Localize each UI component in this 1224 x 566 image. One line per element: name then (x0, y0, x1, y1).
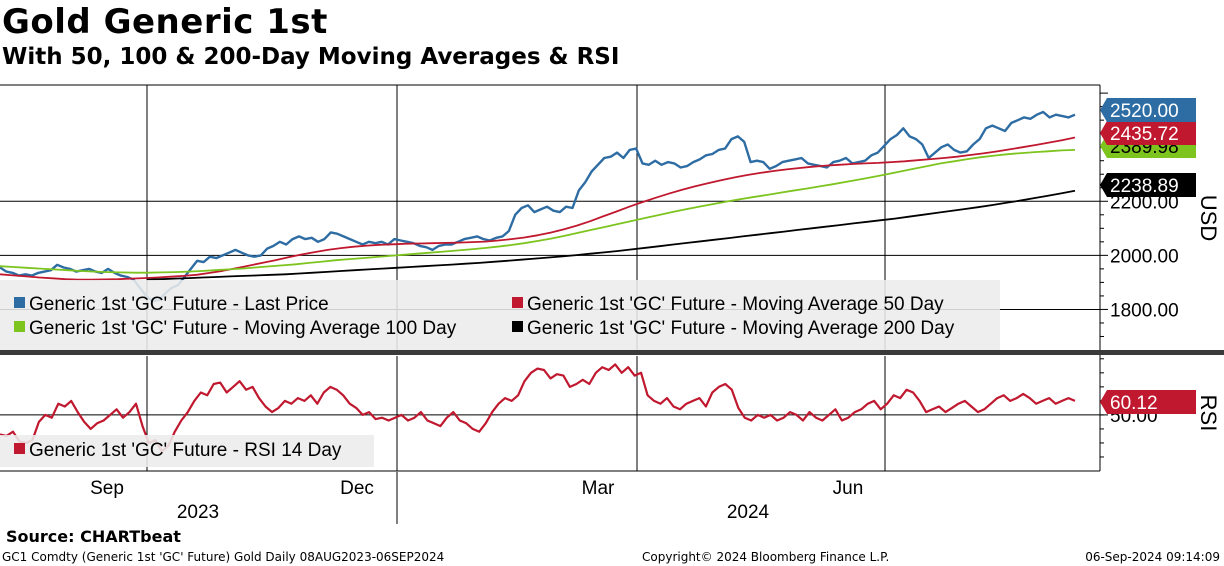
legend-swatch-price (14, 297, 25, 308)
callout-ma50: 2435.72 (1100, 121, 1196, 145)
legend-swatch-ma100 (14, 321, 25, 332)
callout-ma200-bg (1100, 173, 1196, 197)
source-text: Source: CHARTbeat (6, 527, 181, 546)
x-year-label: 2023 (177, 502, 219, 523)
callout-ma50-bg (1100, 121, 1196, 145)
x-month-label: Jun (833, 478, 864, 499)
legend-swatch-rsi (14, 443, 25, 454)
x-year-label: 2024 (727, 502, 770, 523)
legend-label-ma200: Generic 1st 'GC' Future - Moving Average… (527, 318, 955, 339)
price-axis-title: USD (1196, 195, 1221, 241)
series-line-ma100 (0, 149, 1076, 274)
legend-label-price: Generic 1st 'GC' Future - Last Price (29, 294, 329, 315)
rsi-legend: Generic 1st 'GC' Future - RSI 14 Day (0, 435, 374, 467)
chart-title: Gold Generic 1st (2, 2, 328, 42)
price-ytick-label: 2200.00 (1110, 192, 1179, 213)
callout-price-bg (1100, 98, 1196, 122)
series-line-ma200 (146, 189, 1076, 281)
rsi-legend-bg (0, 435, 374, 467)
legend-swatch-ma50 (512, 297, 523, 308)
legend-label-rsi: Generic 1st 'GC' Future - RSI 14 Day (29, 440, 342, 461)
price-ytick-label: 2000.00 (1110, 246, 1179, 267)
callout-rsi: 60.12 (1100, 390, 1196, 414)
chart-subtitle: With 50, 100 & 200-Day Moving Averages &… (2, 44, 620, 70)
legend-label-ma50: Generic 1st 'GC' Future - Moving Average… (527, 294, 944, 315)
footer-copyright: Copyright© 2024 Bloomberg Finance L.P. (642, 550, 890, 564)
price-ytick-label: 1800.00 (1110, 300, 1179, 321)
callout-ma50-text: 2435.72 (1110, 124, 1179, 145)
callout-price: 2520.00 (1100, 98, 1196, 122)
callout-ma200-text: 2238.89 (1110, 176, 1179, 197)
series-line-ma50 (0, 136, 1076, 281)
price-legend-bg (0, 280, 1000, 350)
x-month-label: Dec (340, 478, 374, 499)
panel-divider (0, 350, 1224, 355)
footer-timestamp: 06-Sep-2024 09:14:09 (1085, 550, 1220, 564)
footer-ticker-info: GC1 Comdty (Generic 1st 'GC' Future) Gol… (2, 550, 445, 564)
x-month-label: Mar (582, 478, 615, 499)
legend-label-ma100: Generic 1st 'GC' Future - Moving Average… (29, 318, 457, 339)
callout-rsi-bg (1100, 390, 1196, 414)
callout-price-text: 2520.00 (1110, 101, 1179, 122)
series-line-rsi (0, 363, 1076, 453)
callout-rsi-text: 60.12 (1110, 393, 1158, 414)
price-legend: Generic 1st 'GC' Future - Last Price Gene… (0, 280, 1000, 350)
callout-ma200: 2238.89 (1100, 173, 1196, 197)
legend-swatch-ma200 (512, 321, 523, 332)
x-month-label: Sep (90, 478, 124, 499)
rsi-axis-title: RSI (1196, 395, 1221, 432)
